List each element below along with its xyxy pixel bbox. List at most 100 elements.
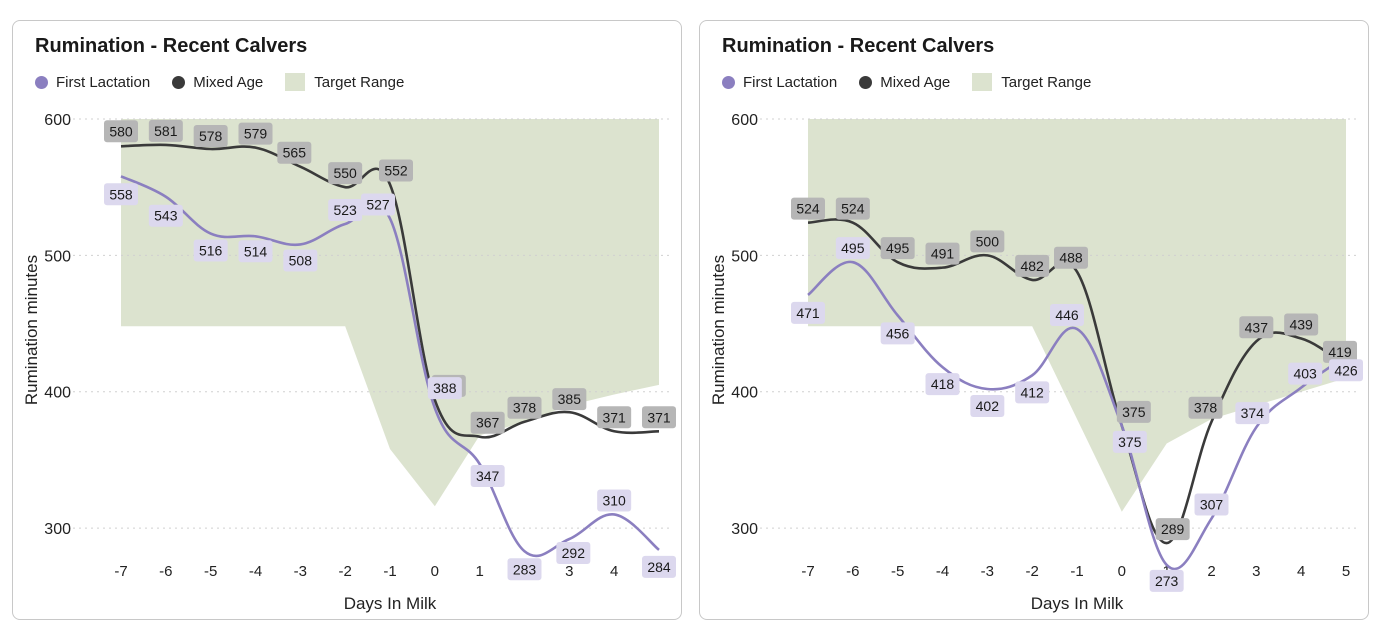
data-label-text: 565: [283, 145, 307, 161]
mixed-age-data-label: 371: [597, 406, 632, 429]
data-label-text: 524: [796, 201, 820, 217]
data-label-text: 471: [796, 305, 820, 321]
mixed-age-data-label: 495: [880, 237, 915, 260]
data-label-box: [970, 230, 1005, 253]
x-tick-label: -6: [159, 563, 172, 580]
x-tick-label: -1: [383, 563, 396, 580]
first-lactation-data-label: 471: [791, 301, 825, 324]
data-label-box: [328, 162, 363, 185]
legend: First Lactation Mixed Age Target Range: [35, 73, 426, 91]
data-label-text: 446: [1055, 307, 1079, 323]
legend-item-mixed-age: Mixed Age: [172, 74, 263, 91]
first-lactation-data-label: 284: [642, 555, 676, 578]
data-label-text: 347: [476, 468, 500, 484]
mixed-age-data-label: 378: [1188, 396, 1223, 419]
data-label-box: [148, 204, 183, 227]
data-label-text: 552: [384, 162, 408, 178]
data-label-box: [470, 465, 505, 487]
data-label-text: 456: [886, 325, 910, 341]
x-axis-label: Days In Milk: [1031, 594, 1124, 613]
first-lactation-data-label: 527: [361, 193, 395, 216]
data-label-box: [104, 120, 138, 143]
x-tick-label: 3: [1252, 563, 1260, 580]
data-label-box: [552, 388, 587, 411]
legend-square-icon: [972, 73, 993, 91]
data-label-box: [1015, 254, 1050, 277]
mixed-age-data-label: 439: [1284, 313, 1319, 336]
data-label-text: 426: [1334, 362, 1358, 378]
data-label-text: 412: [1020, 384, 1044, 400]
mixed-age-data-label: 524: [835, 197, 870, 220]
data-label-text: 500: [976, 233, 1000, 249]
x-tick-label: 5: [1342, 563, 1350, 580]
data-label-box: [1288, 362, 1323, 385]
y-axis-label: Rumination minutes: [709, 255, 728, 405]
data-label-box: [835, 237, 870, 260]
data-label-text: 527: [366, 197, 390, 213]
mixed-age-data-label: 289: [1155, 518, 1190, 541]
data-label-box: [1194, 493, 1229, 516]
y-tick-label: 600: [731, 112, 758, 129]
chart-panel-left: Rumination - Recent Calvers First Lactat…: [12, 20, 682, 620]
data-label-box: [597, 406, 632, 429]
y-tick-label: 500: [44, 248, 71, 265]
data-label-text: 580: [109, 123, 133, 139]
first-lactation-data-label: 347: [470, 465, 505, 487]
first-lactation-data-label: 446: [1050, 304, 1084, 326]
data-label-text: 402: [976, 398, 1000, 414]
first-lactation-data-label: 418: [925, 373, 960, 396]
mixed-age-data-label: 385: [552, 388, 587, 411]
legend-circle-icon: [859, 75, 873, 89]
data-label-box: [880, 237, 915, 260]
y-tick-label: 500: [731, 248, 758, 265]
data-label-text: 292: [562, 545, 586, 561]
data-label-box: [925, 373, 960, 396]
data-label-box: [642, 406, 676, 429]
data-label-box: [507, 558, 542, 581]
legend-item-first-lactation: First Lactation: [722, 74, 837, 91]
first-lactation-data-label: 292: [556, 542, 591, 564]
x-tick-label: 0: [431, 563, 439, 580]
data-label-text: 419: [1328, 344, 1352, 360]
data-label-box: [238, 240, 273, 263]
data-label-text: 371: [647, 409, 671, 425]
data-label-box: [597, 489, 632, 512]
data-label-text: 482: [1020, 258, 1044, 274]
data-label-box: [1149, 569, 1184, 592]
data-label-box: [1116, 400, 1151, 423]
y-tick-label: 300: [44, 521, 71, 538]
data-label-text: 374: [1241, 405, 1265, 421]
first-lactation-data-label: 402: [970, 395, 1005, 417]
data-label-box: [148, 119, 183, 142]
legend-label: Target Range: [1001, 73, 1092, 91]
legend-item-target-range: Target Range: [972, 73, 1091, 91]
data-label-text: 284: [647, 559, 671, 575]
data-label-text: 523: [333, 202, 357, 218]
data-label-text: 418: [931, 376, 955, 392]
data-label-text: 375: [1118, 434, 1142, 450]
data-label-text: 495: [841, 240, 865, 256]
legend-label: First Lactation: [56, 73, 151, 91]
first-lactation-data-label: 495: [835, 237, 870, 260]
x-tick-label: -6: [846, 563, 859, 580]
data-label-text: 437: [1245, 319, 1269, 335]
data-label-text: 403: [1293, 366, 1317, 382]
data-label-box: [379, 159, 413, 182]
legend-circle-icon: [722, 75, 735, 89]
mixed-age-data-label: 491: [925, 242, 960, 265]
x-tick-label: 1: [475, 563, 483, 580]
first-lactation-data-label: 558: [104, 183, 138, 206]
data-label-box: [835, 197, 870, 220]
x-tick-label: 4: [1297, 563, 1305, 580]
legend-label: Mixed Age: [880, 73, 951, 91]
mixed-age-data-label: 375: [1116, 400, 1151, 423]
data-label-text: 283: [513, 561, 537, 577]
data-label-box: [880, 322, 915, 345]
legend-circle-icon: [172, 75, 186, 89]
data-label-box: [791, 197, 825, 220]
legend-item-mixed-age: Mixed Age: [859, 74, 950, 91]
mixed-age-data-label: 552: [379, 159, 413, 182]
data-label-box: [1188, 396, 1223, 419]
